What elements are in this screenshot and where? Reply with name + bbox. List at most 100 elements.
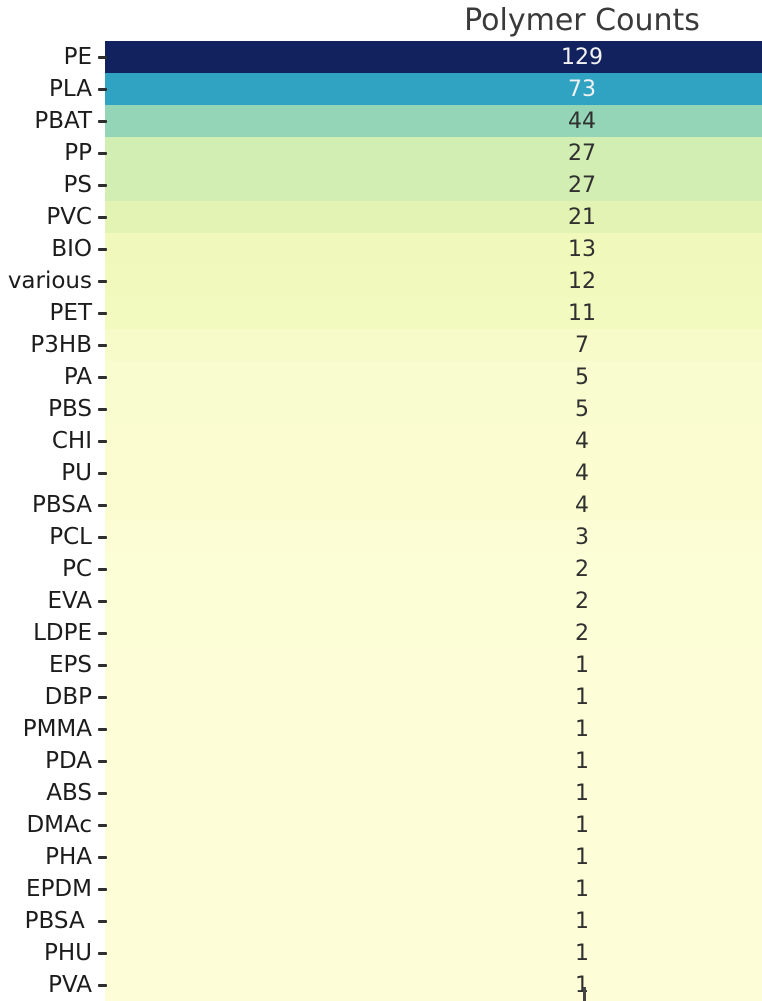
heatmap-row: PMMA 1	[0, 713, 762, 745]
y-tick-mark	[98, 376, 107, 379]
cell-value: 5	[575, 396, 589, 422]
heatmap-cell: 27	[105, 137, 762, 169]
y-tick-mark	[98, 792, 107, 795]
y-tick-label: PBSA	[0, 489, 107, 521]
y-tick-mark	[98, 632, 107, 635]
cell-value: 27	[568, 140, 596, 166]
y-tick-mark	[98, 216, 107, 219]
cell-value: 1	[575, 812, 589, 838]
cell-value: 73	[568, 76, 596, 102]
y-tick-label: PCL	[0, 521, 107, 553]
cell-value: 1	[575, 748, 589, 774]
chart-title: Polymer Counts	[464, 3, 700, 38]
y-tick-label: various	[0, 265, 107, 297]
y-tick-label: PET	[0, 297, 107, 329]
cell-value: 12	[568, 268, 596, 294]
y-tick-label: PDA	[0, 745, 107, 777]
cell-value: 1	[575, 844, 589, 870]
heatmap-row: PHU 1	[0, 937, 762, 969]
y-tick-mark	[98, 504, 107, 507]
heatmap-row: DBP 1	[0, 681, 762, 713]
heatmap-row: PVC 21	[0, 201, 762, 233]
y-tick-label: PVC	[0, 201, 107, 233]
heatmap-cell: 3	[105, 521, 762, 553]
y-tick-label: PMMA	[0, 713, 107, 745]
y-tick-mark	[98, 824, 107, 827]
cell-value: 27	[568, 172, 596, 198]
heatmap-row: PU 4	[0, 457, 762, 489]
y-tick-mark	[98, 88, 107, 91]
heatmap-row: CHI 4	[0, 425, 762, 457]
cell-value: 129	[561, 44, 603, 70]
heatmap-cell: 27	[105, 169, 762, 201]
cell-value: 11	[568, 300, 596, 326]
heatmap-row: EPS 1	[0, 649, 762, 681]
heatmap-cell: 1	[105, 937, 762, 969]
y-tick-label: CHI	[0, 425, 107, 457]
heatmap-cell: 1	[105, 649, 762, 681]
y-tick-mark	[98, 728, 107, 731]
cell-value: 1	[575, 780, 589, 806]
cell-value: 21	[568, 204, 596, 230]
heatmap-cell: 4	[105, 425, 762, 457]
y-tick-label: PBAT	[0, 105, 107, 137]
heatmap-cell: 11	[105, 297, 762, 329]
y-tick-mark	[98, 184, 107, 187]
heatmap-row: LDPE 2	[0, 617, 762, 649]
y-tick-label: BIO	[0, 233, 107, 265]
heatmap-row: EPDM 1	[0, 873, 762, 905]
y-tick-label: PU	[0, 457, 107, 489]
heatmap-cell: 1	[105, 841, 762, 873]
cell-value: 4	[575, 492, 589, 518]
y-tick-label: ABS	[0, 777, 107, 809]
y-tick-mark	[98, 536, 107, 539]
y-tick-label: PLA	[0, 73, 107, 105]
heatmap-cell: 4	[105, 457, 762, 489]
cell-value: 2	[575, 588, 589, 614]
y-tick-mark	[98, 856, 107, 859]
heatmap-cell: 1	[105, 713, 762, 745]
y-tick-label: LDPE	[0, 617, 107, 649]
y-tick-mark	[98, 56, 107, 59]
heatmap-cell: 1	[105, 777, 762, 809]
y-tick-mark	[98, 600, 107, 603]
cell-value: 4	[575, 428, 589, 454]
y-tick-mark	[98, 120, 107, 123]
heatmap-row: P3HB 7	[0, 329, 762, 361]
heatmap-row: PBSA 4	[0, 489, 762, 521]
cell-value: 1	[575, 972, 589, 998]
heatmap-cell: 2	[105, 585, 762, 617]
heatmap-row: DMAc 1	[0, 809, 762, 841]
y-tick-mark	[98, 280, 107, 283]
y-tick-mark	[98, 408, 107, 411]
heatmap-cell: 12	[105, 265, 762, 297]
y-tick-mark	[98, 664, 107, 667]
cell-value: 1	[575, 940, 589, 966]
heatmap-cell: 4	[105, 489, 762, 521]
heatmap-cell: 73	[105, 73, 762, 105]
y-tick-label: PC	[0, 553, 107, 585]
cell-value: 1	[575, 652, 589, 678]
y-tick-mark	[98, 920, 107, 923]
y-tick-mark	[98, 568, 107, 571]
heatmap-row: PVA 1	[0, 969, 762, 1001]
cell-value: 4	[575, 460, 589, 486]
heatmap-cell: 1	[105, 905, 762, 937]
x-axis-tick-mark	[583, 987, 586, 1001]
y-tick-mark	[98, 888, 107, 891]
heatmap-cell: 1	[105, 681, 762, 713]
cell-value: 2	[575, 556, 589, 582]
heatmap-cell: 44	[105, 105, 762, 137]
y-tick-label: PP	[0, 137, 107, 169]
y-tick-mark	[98, 312, 107, 315]
y-tick-mark	[98, 760, 107, 763]
heatmap-cell: 21	[105, 201, 762, 233]
heatmap-cell: 13	[105, 233, 762, 265]
heatmap-cell: 5	[105, 393, 762, 425]
cell-value: 1	[575, 908, 589, 934]
heatmap-cell: 7	[105, 329, 762, 361]
y-tick-label: EVA	[0, 585, 107, 617]
heatmap-row: ABS 1	[0, 777, 762, 809]
y-tick-mark	[98, 696, 107, 699]
